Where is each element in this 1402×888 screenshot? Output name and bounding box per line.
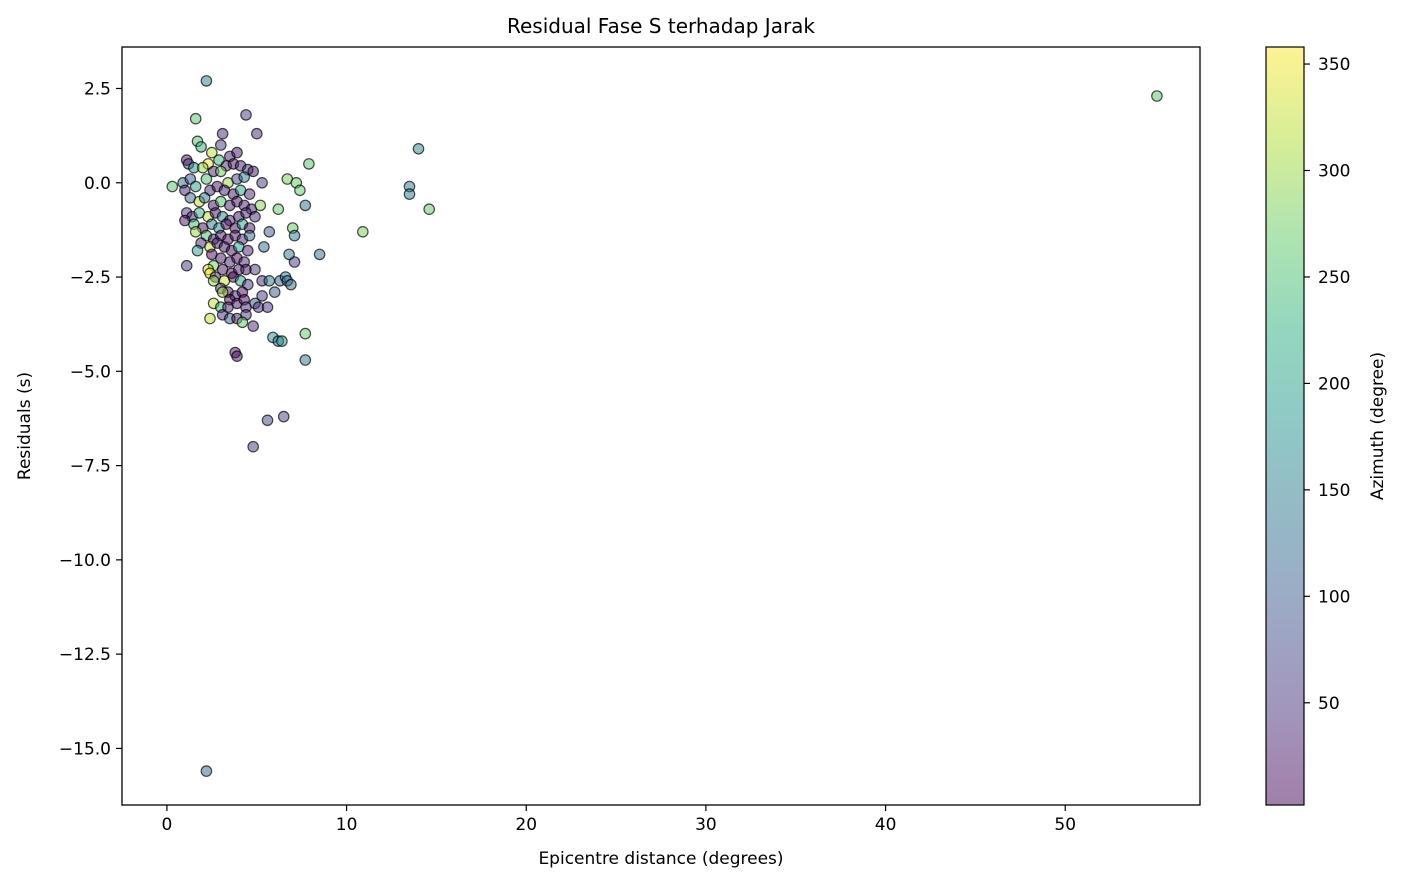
chart-title: Residual Fase S terhadap Jarak: [507, 14, 815, 38]
colorbar-tick-label-250: 250: [1318, 268, 1350, 288]
colorbar: [1265, 46, 1305, 806]
data-point-39: [243, 188, 256, 200]
data-point-164: [1151, 90, 1163, 102]
data-point-140: [263, 226, 276, 238]
plot-frame: [121, 46, 1201, 806]
data-point-155: [261, 414, 274, 427]
data-point-7: [195, 141, 207, 153]
data-point-96: [249, 263, 261, 276]
data-point-144: [294, 184, 306, 197]
data-point-42: [198, 192, 211, 204]
data-point-152: [299, 354, 312, 366]
data-point-20: [197, 161, 209, 174]
x-tick-label-40: 40: [875, 815, 897, 835]
data-point-122: [261, 301, 274, 313]
data-point-31: [166, 180, 179, 193]
data-point-111: [216, 286, 229, 298]
data-point-116: [256, 290, 268, 302]
data-point-69: [189, 226, 202, 238]
data-point-10: [231, 146, 243, 159]
data-point-146: [303, 158, 315, 170]
x-tick-label-10: 10: [336, 815, 358, 835]
data-point-97: [180, 259, 193, 272]
data-point-157: [247, 440, 259, 453]
data-point-137: [283, 248, 295, 261]
x-axis-ticks: 0 10 20 30 40 50: [162, 805, 1076, 835]
data-point-5: [215, 139, 227, 151]
y-tick-label-7: −15.0: [59, 739, 111, 759]
data-point-76: [243, 229, 256, 242]
y-axis-label: Residuals (s): [15, 372, 35, 480]
y-tick-label-5: −10.0: [59, 551, 111, 571]
data-point-163: [423, 203, 435, 215]
data-point-8: [206, 146, 218, 159]
data-point-127: [204, 312, 216, 325]
data-point-162: [412, 143, 425, 155]
y-tick-label-2: −2.5: [70, 268, 111, 288]
data-point-156: [277, 410, 290, 423]
colorbar-tick-label-300: 300: [1318, 161, 1350, 181]
data-point-131: [268, 286, 281, 298]
data-point-84: [258, 241, 270, 253]
data-point-30: [256, 177, 268, 189]
y-tick-label-6: −12.5: [59, 645, 111, 665]
data-point-85: [191, 244, 204, 257]
data-point-22: [215, 165, 227, 178]
colorbar-ticks: 50 100 150 200 250 300 350: [1304, 55, 1350, 714]
data-point-145: [299, 199, 312, 212]
data-point-4: [250, 127, 263, 140]
data-point-1: [189, 112, 202, 125]
colorbar-tick-label-200: 200: [1318, 374, 1350, 394]
data-point-159: [356, 226, 369, 238]
colorbar-tick-label-50: 50: [1318, 694, 1340, 714]
x-tick-label-50: 50: [1054, 815, 1076, 835]
data-point-83: [242, 244, 254, 257]
x-tick-label-20: 20: [515, 815, 537, 835]
data-point-33: [189, 180, 202, 193]
y-tick-label-4: −7.5: [70, 457, 111, 477]
data-point-49: [254, 199, 267, 212]
data-point-2: [240, 109, 252, 121]
x-axis-label: Epicentre distance (degrees): [538, 849, 783, 869]
data-point-3: [216, 127, 229, 140]
data-point-128: [236, 316, 249, 329]
x-tick-label-0: 0: [162, 815, 173, 835]
points-layer: [166, 75, 1163, 777]
data-point-23: [247, 165, 259, 178]
data-point-161: [403, 188, 416, 200]
data-point-135: [285, 278, 297, 291]
data-point-0: [200, 75, 213, 87]
data-point-158: [200, 765, 213, 777]
data-point-154: [231, 350, 243, 362]
data-point-130: [263, 274, 276, 287]
y-axis-ticks: 2.5 0.0 −2.5 −5.0 −7.5 −10.0 −12.5 −15.0: [59, 79, 122, 759]
y-tick-label-1: 0.0: [84, 174, 111, 194]
colorbar-label: Azimuth (degree): [1368, 352, 1388, 500]
data-point-139: [288, 229, 301, 242]
data-point-141: [272, 203, 285, 215]
data-point-106: [207, 274, 220, 287]
colorbar-tick-label-350: 350: [1318, 55, 1350, 75]
data-point-59: [249, 210, 261, 223]
data-point-150: [276, 335, 288, 347]
y-tick-label-0: 2.5: [84, 79, 111, 99]
data-point-151: [299, 327, 312, 340]
data-point-26: [200, 173, 213, 185]
colorbar-tick-label-100: 100: [1318, 587, 1350, 607]
data-point-29: [238, 171, 250, 183]
x-tick-label-30: 30: [695, 815, 717, 835]
data-point-147: [313, 248, 326, 261]
y-tick-label-3: −5.0: [70, 362, 111, 382]
data-point-129: [247, 320, 259, 332]
colorbar-tick-label-150: 150: [1318, 481, 1350, 501]
